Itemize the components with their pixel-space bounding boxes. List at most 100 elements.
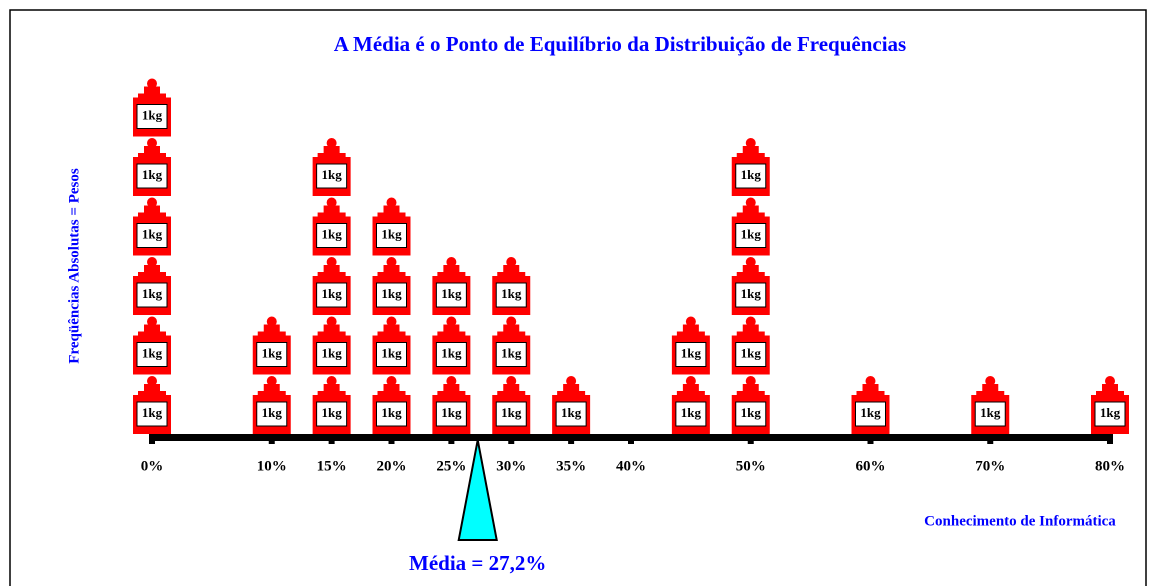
weight-ring <box>386 376 397 386</box>
weight-neck <box>144 146 160 154</box>
weight-label: 1kg <box>322 405 343 420</box>
weight-plate <box>974 401 1006 427</box>
weight-stack: 1kg 1kg <box>671 316 710 434</box>
weight-ring <box>506 376 517 386</box>
weight-ring <box>685 316 696 327</box>
weight-label: 1kg <box>860 405 881 420</box>
weight-neck <box>682 324 699 333</box>
weight-label: 1kg <box>741 226 762 241</box>
weight-neck <box>742 205 759 214</box>
weight-shoulder <box>317 153 346 158</box>
weight-shoulder <box>437 272 466 277</box>
x-tick-label: 50% <box>736 458 766 474</box>
weight-neck <box>742 324 759 333</box>
weight-label: 1kg <box>1100 405 1121 420</box>
weight-shoulder <box>497 331 526 337</box>
weight-stack: 1kg 1kg 1kg <box>432 257 471 434</box>
weight-neck <box>982 384 999 392</box>
x-tick-label: 80% <box>1095 458 1125 474</box>
weight-shoulder <box>317 212 346 218</box>
weight-label: 1kg <box>262 345 283 360</box>
weight: 1kg <box>552 376 591 434</box>
weight: 1kg <box>133 138 171 196</box>
weight-label: 1kg <box>381 286 402 301</box>
weight-label: 1kg <box>441 405 462 420</box>
weight-ring <box>745 376 756 386</box>
weight-ring <box>745 138 756 148</box>
weight: 1kg <box>731 197 770 256</box>
weight-shoulder <box>257 331 286 337</box>
weight-ring <box>685 376 696 386</box>
weight-neck <box>323 324 340 333</box>
weight-label: 1kg <box>980 405 1001 420</box>
weight-ring <box>745 197 756 208</box>
x-tick-label: 70% <box>975 458 1005 474</box>
x-tick-label: 25% <box>436 458 466 474</box>
weight-neck <box>742 265 759 273</box>
weight-ring <box>266 376 277 386</box>
weight-label: 1kg <box>441 345 462 360</box>
weight-plate <box>316 342 348 367</box>
weight-plate <box>855 401 886 427</box>
x-tick <box>508 439 515 444</box>
weight-ring <box>326 376 337 386</box>
weight: 1kg <box>312 197 351 256</box>
weight: 1kg <box>312 316 351 375</box>
x-tick <box>149 439 155 444</box>
weight-shoulder <box>437 331 466 337</box>
weight-stack: 1kg 1kg 1kg 1kg 1kg <box>312 138 351 434</box>
weight-plate <box>136 401 168 427</box>
x-tick-label: 10% <box>257 458 287 474</box>
weight-label: 1kg <box>741 345 762 360</box>
weight-stack: 1kg <box>552 376 591 434</box>
weight-shoulder <box>557 391 586 396</box>
x-tick <box>987 439 994 444</box>
weight-shoulder <box>377 272 406 277</box>
weight-plate <box>735 342 767 367</box>
weight-neck <box>323 146 340 154</box>
weight-ring <box>506 257 517 267</box>
x-tick-label: 30% <box>496 458 526 474</box>
weight-stack: 1kg 1kg 1kg <box>492 257 531 434</box>
weight-label: 1kg <box>501 286 522 301</box>
weight-ring <box>147 78 157 89</box>
weight-plate <box>435 401 467 427</box>
weight-shoulder <box>317 391 346 396</box>
weight-ring <box>147 197 157 208</box>
x-tick <box>867 439 874 444</box>
weight-neck <box>862 384 879 392</box>
weight-shoulder <box>976 391 1005 396</box>
weight-label: 1kg <box>322 345 343 360</box>
weight-plate <box>376 342 407 367</box>
weight-plate <box>316 282 348 308</box>
weight-plate <box>136 342 168 367</box>
weight-plate <box>495 342 527 367</box>
weight-shoulder <box>317 331 346 337</box>
weight-plate <box>735 282 767 308</box>
x-tick-label: 40% <box>616 458 646 474</box>
x-tick-label: 20% <box>377 458 407 474</box>
weight: 1kg <box>971 376 1010 434</box>
x-tick <box>1107 439 1113 444</box>
weight-ring <box>865 376 876 386</box>
weight-shoulder <box>138 331 166 337</box>
weight-ring <box>326 138 337 148</box>
weight-label: 1kg <box>381 405 402 420</box>
weight-plate <box>316 223 348 248</box>
weight-label: 1kg <box>322 286 343 301</box>
weight-plate <box>435 282 467 308</box>
weight-shoulder <box>1096 391 1124 396</box>
weight: 1kg <box>133 376 171 434</box>
weight: 1kg <box>133 316 171 375</box>
weight-shoulder <box>377 331 406 337</box>
weight-label: 1kg <box>381 226 402 241</box>
beam <box>149 434 1113 441</box>
weight-plate <box>1094 401 1126 427</box>
weight-plate <box>675 401 707 427</box>
weight-neck <box>443 265 460 273</box>
weight: 1kg <box>1091 376 1129 434</box>
weight-ring <box>326 257 337 267</box>
weight-ring <box>326 197 337 208</box>
weight-neck <box>742 146 759 154</box>
weight-plate <box>136 282 168 308</box>
